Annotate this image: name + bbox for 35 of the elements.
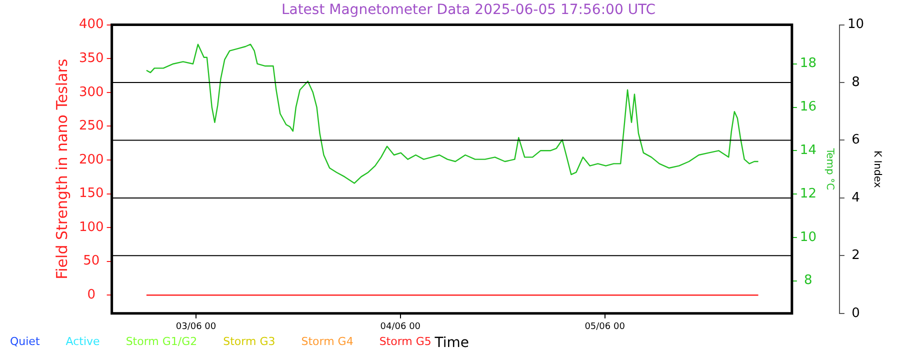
y3-tick-label: 4 (852, 190, 860, 206)
y2-tick-label: 8 (804, 273, 812, 288)
y-tick-label: 150 (78, 186, 104, 202)
y3-tick-label: 8 (852, 74, 860, 90)
y-tick-label: 400 (78, 17, 104, 32)
y2-tick-label: 16 (800, 100, 816, 115)
y-tick-label: 200 (78, 152, 104, 168)
y3-tick-label: 6 (852, 132, 860, 148)
y-tick-label: 50 (83, 254, 100, 269)
x-tick-label: 04/06 00 (380, 322, 421, 332)
y-tick-label: 0 (87, 288, 96, 303)
y2-tick-label: 18 (800, 56, 816, 72)
y-axis-title: Field Strength in nano Teslars (52, 58, 71, 280)
y-tick-label: 100 (78, 220, 104, 235)
y-tick-label: 350 (78, 50, 104, 66)
x-axis-title: Time (434, 335, 469, 352)
y-tick-label: 250 (78, 118, 104, 134)
legend-label: Storm G1/G2 (126, 335, 198, 348)
legend-label: Active (66, 335, 100, 348)
x-tick-label: 05/06 00 (584, 322, 626, 332)
y3-tick-label: 10 (847, 17, 864, 32)
y2-tick-label: 10 (800, 230, 816, 245)
y2-axis-title: Temp °C (824, 147, 835, 190)
y-tick-label: 300 (78, 84, 104, 100)
y3-axis-title: K Index (871, 150, 882, 188)
y3-tick-label: 0 (852, 306, 860, 321)
chart-title: Latest Magnetometer Data 2025-06-05 17:56:00 UTC (281, 2, 656, 18)
y2-tick-label: 14 (800, 143, 816, 158)
legend-label: Quiet (10, 335, 40, 348)
y3-tick-label: 2 (852, 248, 860, 264)
legend-label: Storm G4 (301, 335, 354, 348)
x-tick-label: 03/06 00 (176, 322, 216, 332)
legend-label: Storm G5 (379, 335, 432, 348)
legend-label: Storm G3 (223, 335, 276, 348)
y2-tick-label: 12 (800, 186, 816, 202)
